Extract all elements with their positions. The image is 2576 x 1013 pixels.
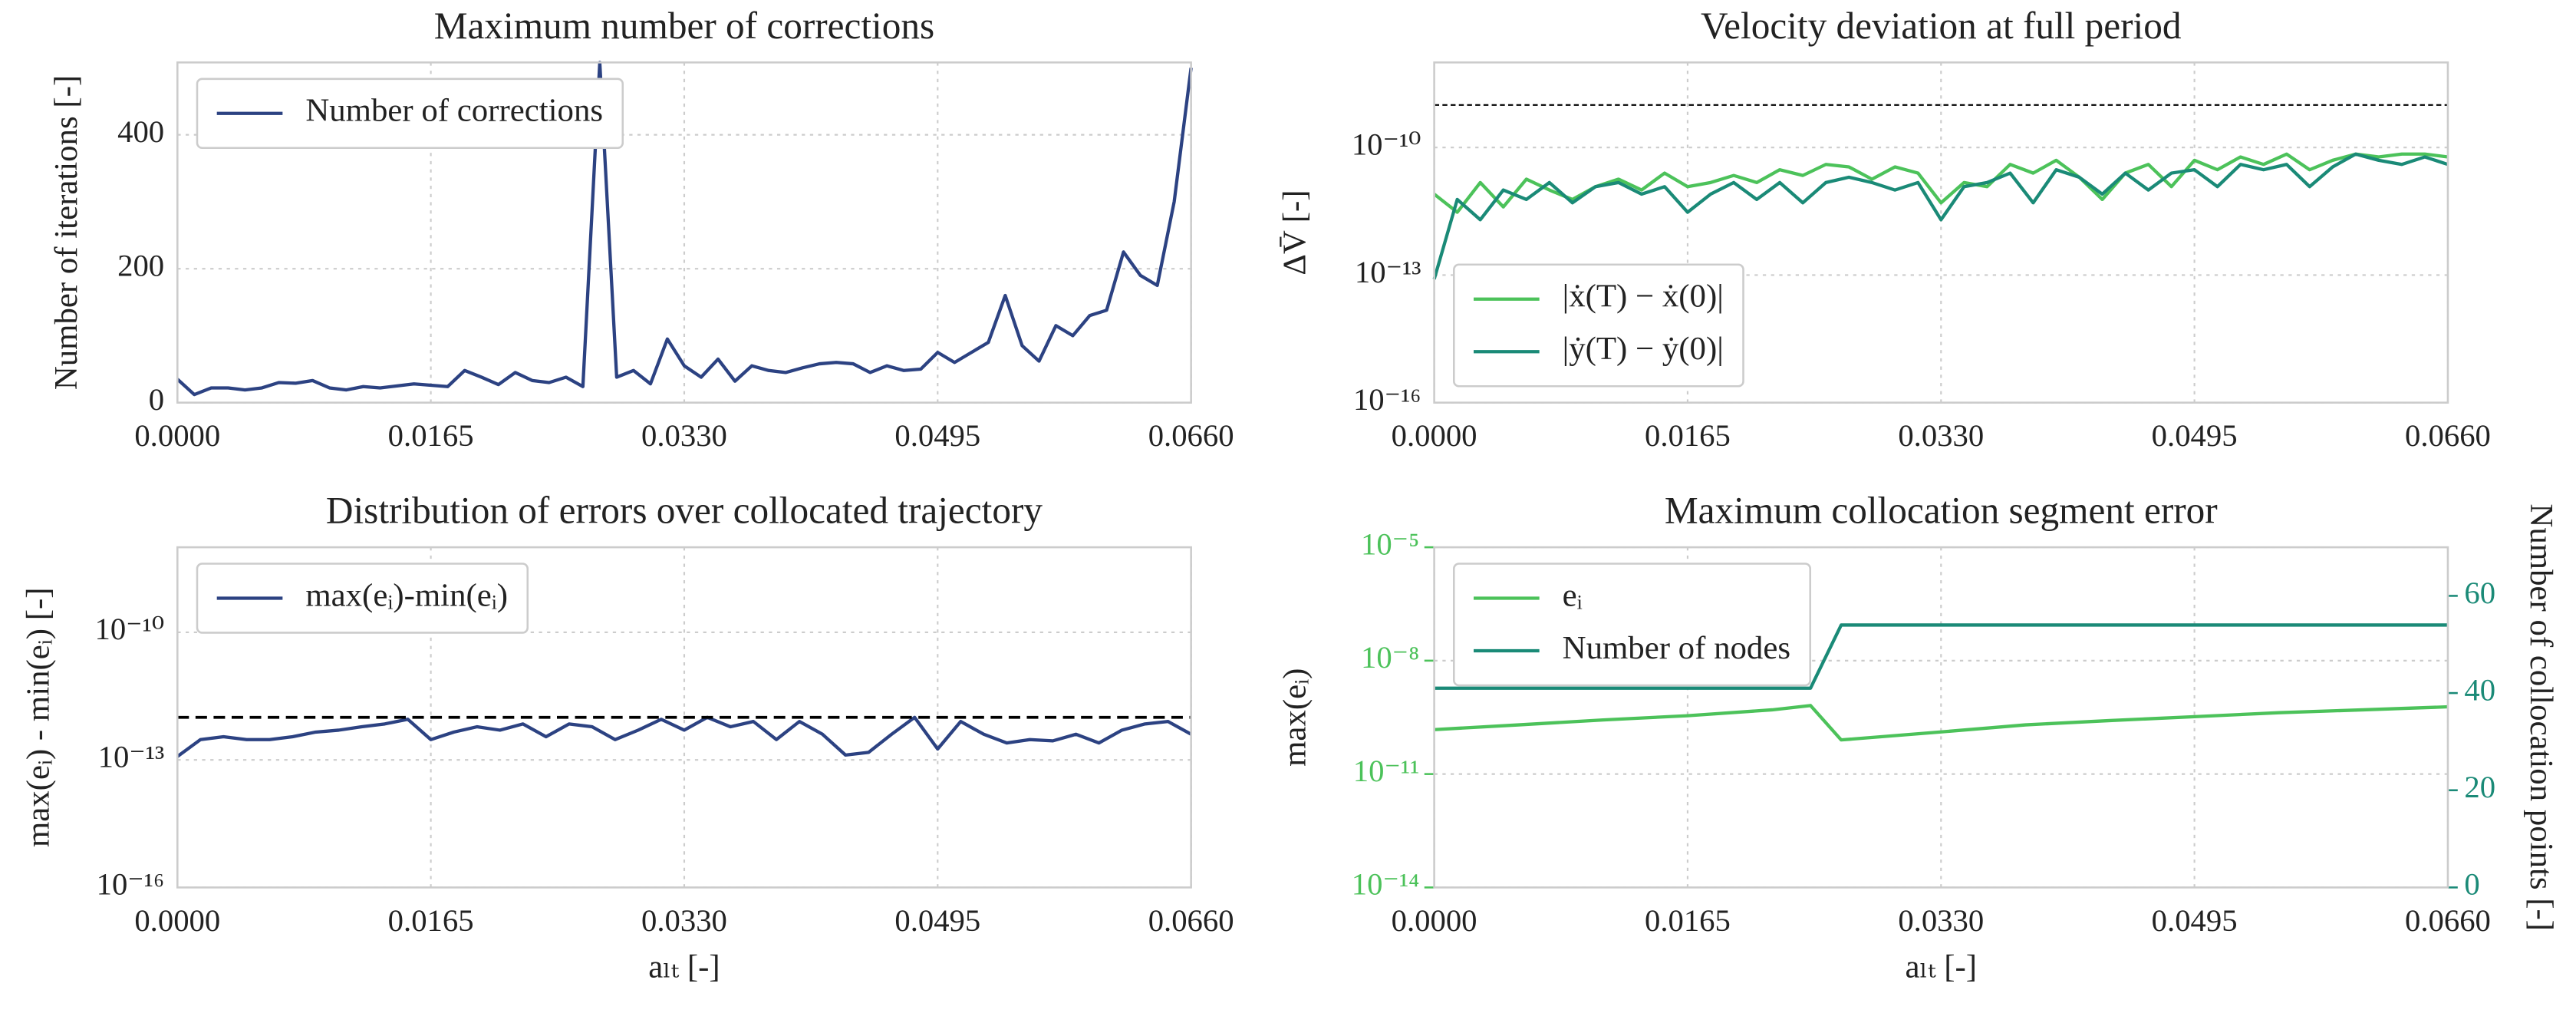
x-axis-label: aₗₜ [-] bbox=[1906, 949, 1977, 985]
y-tick-label: 10⁻¹⁰ bbox=[95, 612, 165, 646]
x-tick-label: 0.0165 bbox=[388, 418, 474, 453]
legend: Number of corrections bbox=[196, 78, 624, 150]
x-tick-label: 0.0660 bbox=[2405, 903, 2491, 938]
x-tick-label: 0.0165 bbox=[388, 903, 474, 938]
y-tick-label: 10⁻⁵ bbox=[1361, 526, 1419, 561]
y2-tick-label: 0 bbox=[2464, 867, 2479, 902]
y-tick-label: 10⁻⁸ bbox=[1361, 640, 1419, 675]
legend-label: Number of corrections bbox=[305, 93, 603, 129]
x-tick-label: 0.0330 bbox=[1898, 418, 1984, 453]
x-tick-label: 0.0660 bbox=[2405, 418, 2491, 453]
y-tick-label: 0 bbox=[149, 382, 164, 417]
plot-frame bbox=[1433, 546, 2449, 889]
x-tick-label: 0.0495 bbox=[2152, 418, 2238, 453]
legend-label: eᵢ bbox=[1563, 577, 1583, 613]
x-tick-label: 0.0495 bbox=[894, 903, 980, 938]
y-tick-label: 10⁻¹¹ bbox=[1353, 754, 1420, 788]
legend-label: Number of nodes bbox=[1563, 630, 1790, 666]
y-tick-label: 10⁻¹⁶ bbox=[1353, 382, 1421, 417]
series-line bbox=[176, 715, 1192, 758]
y-axis-label: max(eᵢ) bbox=[1277, 668, 1313, 767]
plot-frame bbox=[176, 546, 1192, 889]
chart-title: Distribution of errors over collocated t… bbox=[326, 490, 1043, 532]
x-tick-label: 0.0000 bbox=[134, 418, 220, 453]
plot-frame bbox=[1433, 61, 2449, 404]
x-tick-label: 0.0495 bbox=[2152, 903, 2238, 938]
y-tick-label: 10⁻¹⁰ bbox=[1352, 127, 1421, 162]
y-axis-label: Number of iterations [-] bbox=[48, 75, 84, 390]
x-tick-label: 0.0330 bbox=[641, 903, 727, 938]
y-axis-label: max(eᵢ) - min(eᵢ) [-] bbox=[20, 587, 56, 847]
chart-title: Velocity deviation at full period bbox=[1701, 5, 2182, 47]
x-tick-label: 0.0495 bbox=[894, 418, 980, 453]
y2-tick-label: 60 bbox=[2464, 576, 2495, 610]
x-tick-label: 0.0330 bbox=[641, 418, 727, 453]
y2-tick-label: 20 bbox=[2464, 770, 2495, 804]
plot-frame bbox=[176, 61, 1192, 404]
x-tick-label: 0.0000 bbox=[134, 903, 220, 938]
y2-tick-label: 40 bbox=[2464, 672, 2495, 707]
legend-box bbox=[1453, 263, 1744, 388]
x-tick-label: 0.0660 bbox=[1148, 903, 1234, 938]
x-tick-label: 0.0165 bbox=[1645, 418, 1731, 453]
x-tick-label: 0.0330 bbox=[1898, 903, 1984, 938]
series-line bbox=[1432, 152, 2449, 280]
x-tick-label: 0.0660 bbox=[1148, 418, 1234, 453]
x-tick-label: 0.0000 bbox=[1392, 418, 1477, 453]
legend-label: max(eᵢ)-min(eᵢ) bbox=[305, 577, 508, 613]
y-tick-label: 200 bbox=[117, 248, 164, 282]
y-tick-label: 10⁻¹⁴ bbox=[1352, 867, 1420, 902]
x-tick-label: 0.0000 bbox=[1392, 903, 1477, 938]
y-tick-label: 10⁻¹³ bbox=[1355, 255, 1421, 289]
legend-box bbox=[1453, 563, 1811, 687]
y-tick-label: 10⁻¹³ bbox=[98, 739, 165, 774]
series-line bbox=[176, 61, 1193, 397]
legend-box bbox=[196, 78, 624, 150]
chart-title: Maximum collocation segment error bbox=[1665, 490, 2218, 532]
legend-label: |ẋ(T) − ẋ(0)| bbox=[1563, 279, 1724, 315]
legend: eᵢ Number of nodes bbox=[1453, 563, 1811, 687]
x-tick-label: 0.0165 bbox=[1645, 903, 1731, 938]
y-tick-label: 400 bbox=[117, 114, 164, 149]
legend: max(eᵢ)-min(eᵢ) bbox=[196, 563, 529, 634]
legend: |ẋ(T) − ẋ(0)| |ẏ(T) − ẏ(0)| bbox=[1453, 263, 1744, 388]
y-tick-label: 10⁻¹⁶ bbox=[97, 867, 165, 902]
x-axis-label: aₗₜ [-] bbox=[648, 949, 720, 985]
chart-title: Maximum number of corrections bbox=[434, 5, 934, 47]
y-axis-label: ΔV̄ [-] bbox=[1277, 190, 1313, 275]
series-line bbox=[1434, 704, 2449, 742]
legend-label: |ẏ(T) − ẏ(0)| bbox=[1563, 331, 1724, 367]
y2-axis-label: Number of collocation points [-] bbox=[2523, 503, 2559, 931]
legend-box bbox=[196, 563, 529, 634]
series-line bbox=[1434, 623, 2448, 690]
